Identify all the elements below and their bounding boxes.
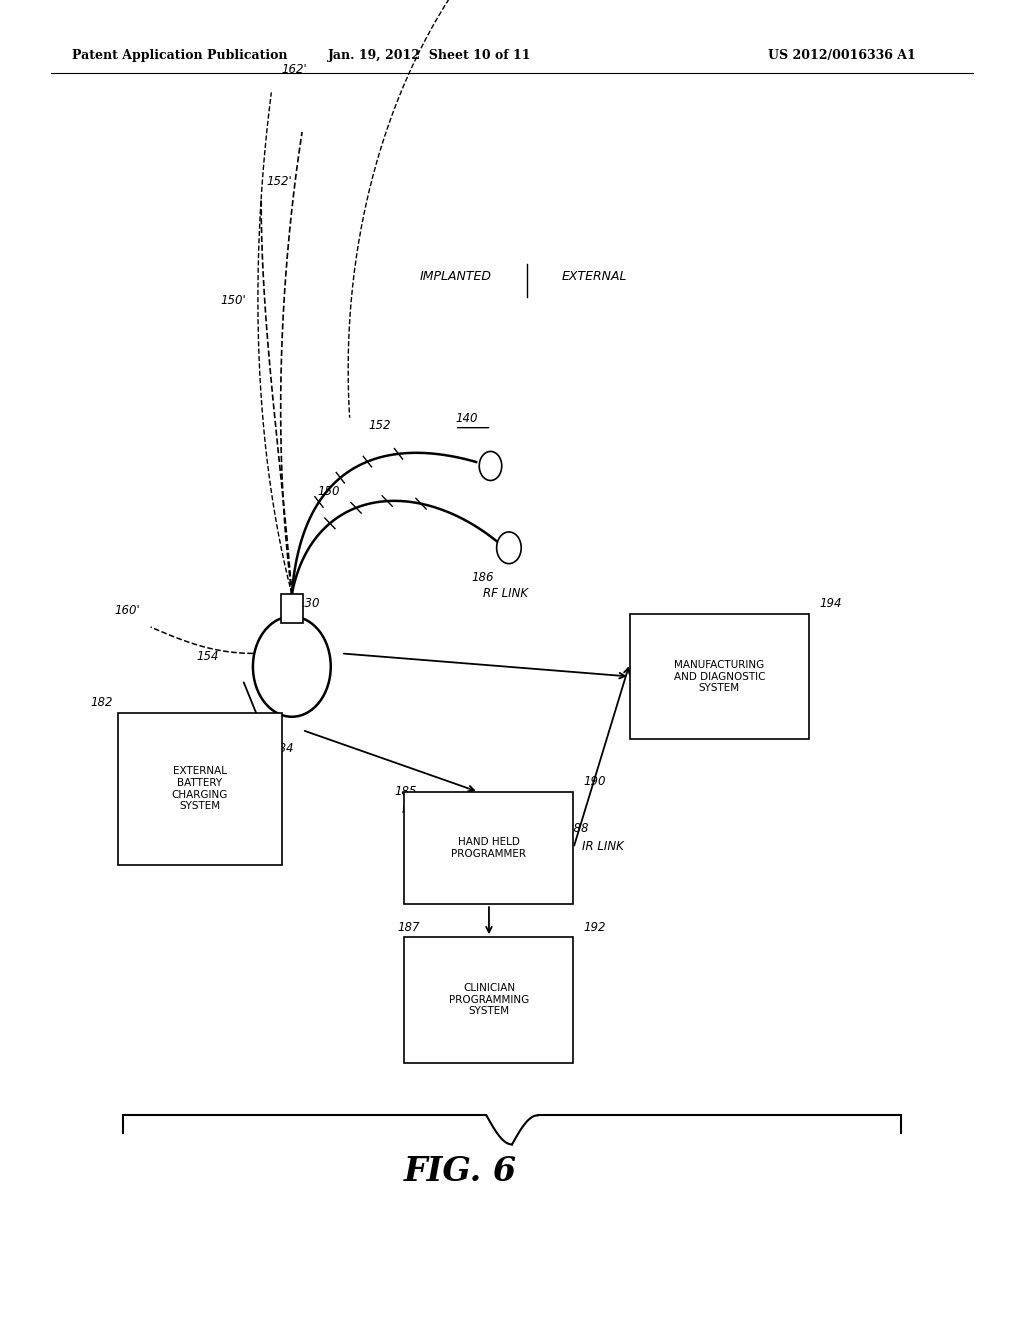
Circle shape <box>253 616 331 717</box>
Text: RF LINK: RF LINK <box>402 803 447 816</box>
Text: FIG. 6: FIG. 6 <box>404 1155 517 1188</box>
Text: 154: 154 <box>197 649 219 663</box>
Text: EXTERNAL
BATTERY
CHARGING
SYSTEM: EXTERNAL BATTERY CHARGING SYSTEM <box>171 767 228 810</box>
Text: 130: 130 <box>297 597 319 610</box>
Text: 182: 182 <box>90 696 113 709</box>
Text: INDUCTIVE
LINK: INDUCTIVE LINK <box>148 756 210 779</box>
Text: 152': 152' <box>266 174 292 187</box>
Text: 184: 184 <box>271 742 294 755</box>
Text: 188: 188 <box>566 821 589 834</box>
Text: 194: 194 <box>819 597 842 610</box>
Text: 140: 140 <box>456 412 478 425</box>
FancyBboxPatch shape <box>630 614 809 739</box>
Text: RF LINK: RF LINK <box>483 586 528 599</box>
Text: Patent Application Publication: Patent Application Publication <box>72 49 287 62</box>
Text: IR LINK: IR LINK <box>582 840 624 853</box>
FancyBboxPatch shape <box>281 594 303 623</box>
Text: EXTERNAL: EXTERNAL <box>561 269 627 282</box>
Text: 160': 160' <box>115 603 140 616</box>
Text: MANUFACTURING
AND DIAGNOSTIC
SYSTEM: MANUFACTURING AND DIAGNOSTIC SYSTEM <box>674 660 765 693</box>
Text: 162': 162' <box>282 62 307 75</box>
Text: Jan. 19, 2012  Sheet 10 of 11: Jan. 19, 2012 Sheet 10 of 11 <box>329 49 531 62</box>
FancyBboxPatch shape <box>404 937 573 1063</box>
Text: IR LINK: IR LINK <box>418 937 460 950</box>
Text: 187: 187 <box>397 920 420 933</box>
Text: 150': 150' <box>220 293 246 306</box>
Circle shape <box>479 451 502 480</box>
Text: 186: 186 <box>471 570 494 583</box>
Text: 152: 152 <box>369 418 391 432</box>
Text: CLINICIAN
PROGRAMMING
SYSTEM: CLINICIAN PROGRAMMING SYSTEM <box>449 983 529 1016</box>
Circle shape <box>497 532 521 564</box>
Text: 192: 192 <box>584 920 606 933</box>
Text: US 2012/0016336 A1: US 2012/0016336 A1 <box>768 49 915 62</box>
FancyBboxPatch shape <box>118 713 282 865</box>
Text: 190: 190 <box>584 775 606 788</box>
Text: HAND HELD
PROGRAMMER: HAND HELD PROGRAMMER <box>452 837 526 859</box>
FancyBboxPatch shape <box>404 792 573 904</box>
Text: IMPLANTED: IMPLANTED <box>420 269 492 282</box>
Text: 150: 150 <box>317 484 340 498</box>
Text: 185: 185 <box>394 784 417 797</box>
